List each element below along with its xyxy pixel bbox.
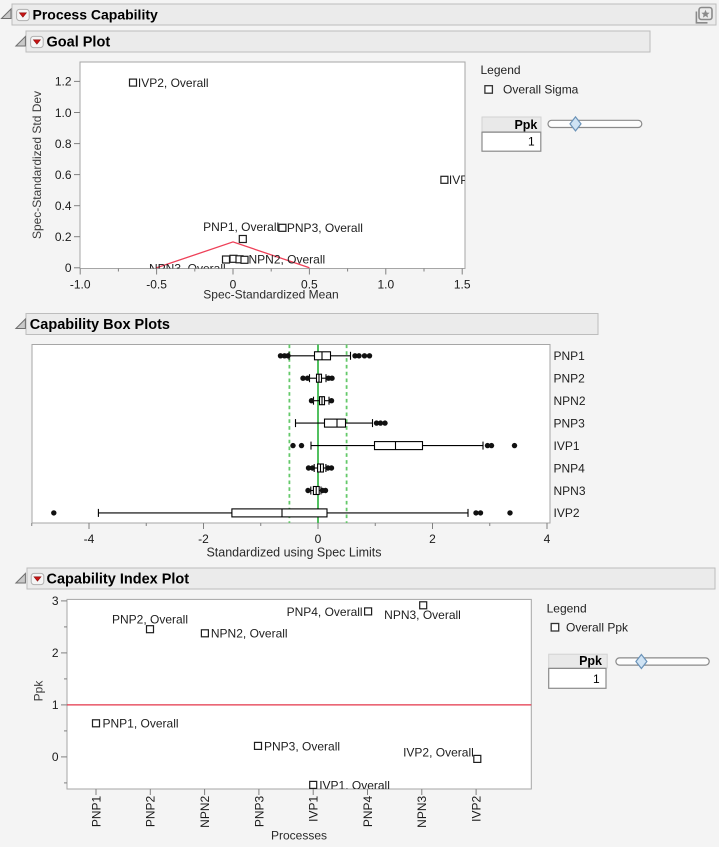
svg-text:Process Capability: Process Capability (33, 7, 158, 23)
svg-text:0.8: 0.8 (55, 137, 72, 151)
svg-text:PNP2: PNP2 (554, 372, 586, 386)
svg-text:PNP3, Overall: PNP3, Overall (287, 221, 363, 235)
svg-text:PNP3, Overall: PNP3, Overall (264, 739, 340, 753)
svg-text:Ppk: Ppk (32, 680, 46, 702)
svg-text:PNP3: PNP3 (252, 795, 266, 827)
svg-text:IVP2: IVP2 (554, 506, 580, 520)
svg-text:0: 0 (65, 261, 72, 275)
svg-text:Capability Box Plots: Capability Box Plots (30, 317, 170, 333)
svg-text:Spec-Standardized Mean: Spec-Standardized Mean (203, 288, 338, 302)
svg-text:0.4: 0.4 (55, 199, 72, 213)
svg-text:Legend: Legend (481, 63, 521, 77)
svg-text:1: 1 (52, 698, 59, 712)
svg-text:Overall Ppk: Overall Ppk (566, 620, 629, 634)
svg-text:PNP4: PNP4 (361, 795, 375, 827)
svg-text:Ppk: Ppk (514, 118, 537, 132)
svg-text:PNP4: PNP4 (554, 461, 586, 475)
svg-text:0.5: 0.5 (301, 277, 318, 291)
svg-text:0: 0 (315, 532, 322, 546)
svg-text:Overall Sigma: Overall Sigma (503, 82, 579, 96)
svg-text:NPN3, Overall: NPN3, Overall (149, 261, 226, 275)
svg-text:0.2: 0.2 (55, 230, 72, 244)
svg-text:Processes: Processes (271, 828, 327, 842)
svg-text:2: 2 (52, 646, 59, 660)
svg-text:PNP1: PNP1 (554, 349, 586, 363)
svg-text:IVP1: IVP1 (554, 439, 580, 453)
svg-text:NPN3, Overall: NPN3, Overall (384, 608, 461, 622)
svg-text:NPN2: NPN2 (554, 394, 586, 408)
svg-text:1.5: 1.5 (454, 277, 471, 291)
svg-text:NPN2: NPN2 (198, 795, 212, 827)
svg-text:1.2: 1.2 (55, 75, 72, 89)
svg-text:1.0: 1.0 (55, 106, 72, 120)
svg-text:NPN2, Overall: NPN2, Overall (249, 252, 326, 266)
svg-text:1.0: 1.0 (377, 277, 394, 291)
svg-text:IVP2: IVP2 (470, 795, 484, 821)
svg-text:PNP1, Overall: PNP1, Overall (103, 717, 179, 731)
svg-text:IVP1, Overall: IVP1, Overall (449, 173, 520, 187)
svg-text:0: 0 (230, 277, 237, 291)
svg-text:0: 0 (52, 750, 59, 764)
svg-text:1: 1 (528, 135, 535, 149)
svg-text:2: 2 (429, 532, 436, 546)
svg-text:-0.5: -0.5 (146, 277, 167, 291)
svg-text:3: 3 (52, 594, 59, 608)
svg-text:IVP1: IVP1 (307, 795, 321, 821)
svg-text:PNP3: PNP3 (554, 416, 586, 430)
svg-text:-4: -4 (84, 532, 95, 546)
svg-text:Goal Plot: Goal Plot (47, 35, 111, 51)
svg-text:PNP4, Overall: PNP4, Overall (287, 605, 363, 619)
svg-text:Ppk: Ppk (579, 654, 602, 668)
svg-text:1: 1 (593, 672, 600, 686)
svg-text:-2: -2 (198, 532, 209, 546)
svg-text:IVP1, Overall: IVP1, Overall (319, 778, 390, 792)
svg-text:NPN2, Overall: NPN2, Overall (211, 627, 288, 641)
svg-text:4: 4 (544, 532, 551, 546)
svg-text:Capability Index Plot: Capability Index Plot (47, 572, 190, 588)
svg-text:PNP2: PNP2 (144, 795, 158, 827)
svg-text:-1.0: -1.0 (70, 277, 91, 291)
svg-text:PNP1: PNP1 (89, 795, 103, 827)
svg-text:NPN3: NPN3 (415, 795, 429, 827)
svg-text:PNP2, Overall: PNP2, Overall (112, 613, 188, 627)
svg-text:PNP1, Overall: PNP1, Overall (203, 220, 279, 234)
svg-text:IVP2, Overall: IVP2, Overall (138, 76, 209, 90)
svg-text:Standardized using Spec Limits: Standardized using Spec Limits (206, 546, 381, 560)
svg-text:IVP2, Overall: IVP2, Overall (403, 746, 474, 760)
svg-text:Legend: Legend (547, 602, 587, 616)
svg-text:0.6: 0.6 (55, 168, 72, 182)
svg-text:NPN3: NPN3 (554, 484, 586, 498)
svg-text:Spec-Standardized Std Dev: Spec-Standardized Std Dev (30, 91, 44, 239)
